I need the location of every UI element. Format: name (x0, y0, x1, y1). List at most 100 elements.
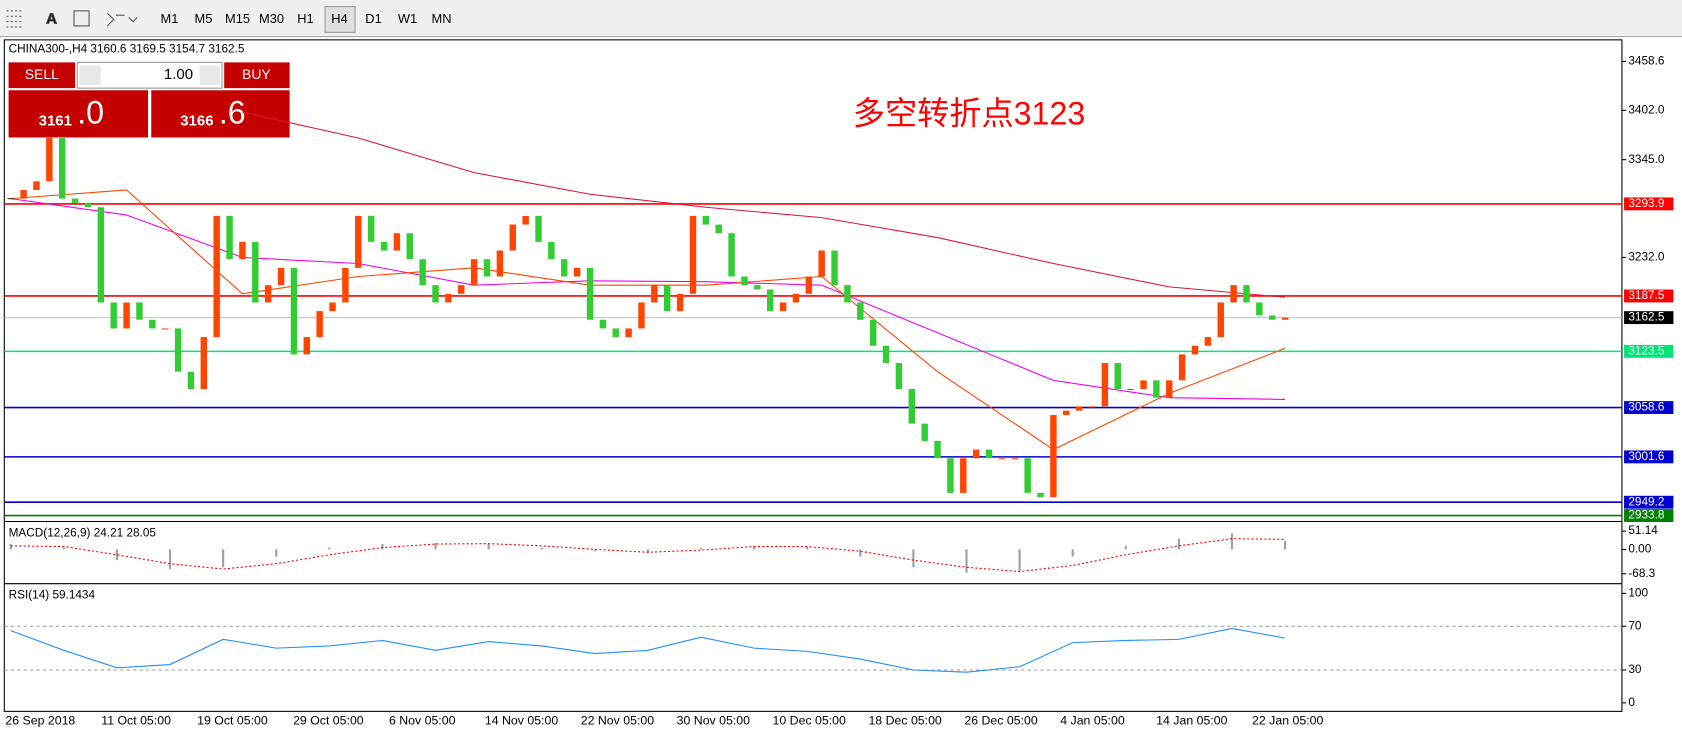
candle (136, 302, 143, 320)
level-tag (1624, 344, 1674, 358)
macd-bar (328, 547, 331, 550)
macd-bar (9, 544, 12, 550)
y-tick-label: 3345.0 (1628, 153, 1664, 166)
x-tick-label: 18 Dec 05:00 (868, 713, 941, 727)
candle (470, 259, 478, 286)
candle (1166, 380, 1173, 398)
candle (882, 345, 890, 364)
timeframe-button[interactable]: H1 (297, 11, 313, 26)
candle (509, 224, 516, 251)
candle (676, 293, 684, 312)
candle (625, 328, 632, 338)
candle (741, 276, 748, 286)
buy-button[interactable] (224, 62, 290, 89)
timeframe-button[interactable]: M5 (195, 11, 213, 26)
timeframe-button[interactable]: MN (432, 11, 452, 26)
candle (46, 138, 53, 182)
x-tick-label: 4 Jan 05:00 (1060, 713, 1125, 727)
level-tag (1624, 509, 1674, 522)
candle (960, 458, 967, 493)
candle (445, 293, 452, 303)
y-tick-label: 0.00 (1628, 543, 1651, 556)
candle (972, 449, 980, 459)
candle (638, 302, 645, 329)
timeframe-button[interactable]: M1 (161, 11, 179, 26)
current-price-label: 3162.5 (1628, 311, 1664, 324)
timeframe-button[interactable]: D1 (365, 11, 381, 26)
candle (715, 224, 722, 234)
x-tick-label: 14 Jan 05:00 (1156, 713, 1227, 727)
timeframe-button[interactable]: M15 (225, 11, 250, 26)
candle (689, 215, 697, 294)
lot-up[interactable] (199, 65, 220, 85)
candle (303, 337, 311, 355)
text-tool[interactable]: A (46, 10, 58, 28)
candle (84, 202, 92, 208)
timeframe-button[interactable]: W1 (398, 11, 417, 26)
macd-bar (593, 549, 596, 552)
y-tick-label: 30 (1628, 663, 1642, 676)
candle (239, 241, 246, 260)
macd-bar (965, 549, 968, 573)
timeframe-button[interactable]: H4 (331, 11, 347, 26)
candle (599, 319, 607, 329)
current-price-tag (1624, 311, 1674, 325)
candle (367, 215, 375, 242)
macd-label: MACD(12,26,9) 24.21 28.05 (9, 526, 157, 539)
candle (792, 293, 800, 303)
candle (947, 458, 954, 493)
candle (985, 449, 993, 459)
candle (1178, 354, 1186, 381)
macd-bar (434, 542, 437, 550)
x-tick-label: 11 Oct 05:00 (101, 713, 171, 727)
bid-box[interactable] (8, 90, 149, 138)
candle (805, 276, 813, 294)
candle (561, 259, 568, 277)
x-tick-label: 29 Oct 05:00 (293, 713, 364, 727)
candle (1243, 285, 1250, 303)
candle (33, 181, 40, 190)
candle (702, 215, 710, 225)
candle (1101, 363, 1109, 407)
lot-down[interactable] (79, 65, 101, 85)
y-tick-label: 3402.0 (1628, 103, 1664, 116)
candle (1114, 363, 1121, 390)
ask-price: 3166 (180, 112, 213, 129)
candle (664, 285, 671, 312)
level-label: 2933.8 (1628, 509, 1664, 522)
label-tool[interactable] (73, 10, 90, 27)
candle (869, 319, 877, 346)
macd-bar (699, 547, 703, 550)
candle (1127, 389, 1134, 391)
level-label: 3001.6 (1628, 450, 1664, 463)
candle (1153, 380, 1160, 398)
candle (123, 302, 130, 329)
lot-input[interactable] (76, 61, 223, 89)
macd-bar (1284, 540, 1287, 550)
candle (20, 189, 27, 199)
candle (1191, 345, 1199, 355)
candle (586, 267, 594, 320)
level-tag (1624, 289, 1674, 303)
x-tick-label: 19 Oct 05:00 (197, 713, 268, 727)
candle (1230, 285, 1237, 303)
ask-box[interactable] (151, 90, 290, 138)
shapes-tool[interactable] (106, 12, 138, 27)
candle (535, 215, 542, 242)
candle (1204, 337, 1212, 346)
x-tick-label: 14 Nov 05:00 (485, 713, 558, 727)
macd-bar (753, 545, 756, 550)
candle (522, 215, 529, 225)
x-tick-label: 26 Sep 2018 (5, 713, 75, 727)
sell-button[interactable] (8, 62, 76, 89)
candle (149, 319, 156, 329)
candle (1075, 406, 1083, 411)
candle (432, 285, 439, 303)
x-tick-label: 6 Nov 05:00 (389, 713, 456, 727)
x-tick-label: 10 Dec 05:00 (773, 713, 846, 727)
timeframe-button[interactable]: M30 (259, 11, 284, 26)
macd-bar (115, 549, 118, 561)
macd-bar (275, 549, 278, 557)
moving-average (10, 198, 1286, 400)
